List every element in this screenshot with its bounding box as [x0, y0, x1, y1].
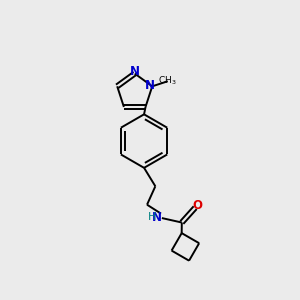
Text: O: O [193, 199, 202, 212]
Text: N: N [130, 65, 140, 78]
Text: N: N [145, 79, 155, 92]
Text: H: H [148, 212, 156, 223]
Text: CH$_3$: CH$_3$ [158, 75, 176, 88]
Text: N: N [152, 211, 162, 224]
